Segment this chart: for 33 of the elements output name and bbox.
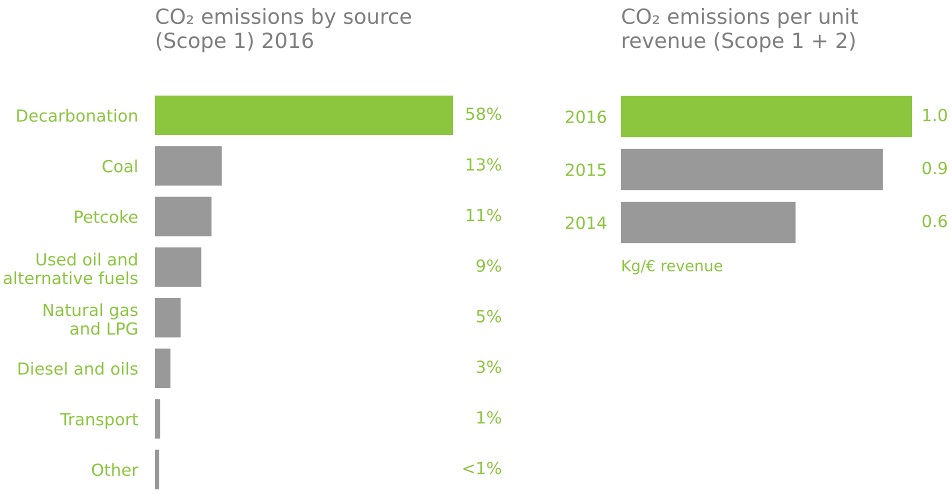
y-tick-label: Transport (60, 413, 138, 429)
chart-title: CO₂ emissions per unit revenue (Scope 1 + 2) (622, 8, 858, 52)
data-label: 1% (477, 411, 502, 424)
data-label: 11% (466, 208, 502, 222)
text: Kg/€ revenue (622, 260, 722, 274)
data-label: 0.6 (922, 214, 947, 228)
bar (155, 348, 170, 388)
y-tick-label: Petcoke (75, 210, 138, 224)
data-label: 5% (476, 310, 502, 323)
data-label: 3% (476, 360, 502, 374)
chart-title: CO₂ emissions by source (Scope 1) 2016 (156, 8, 411, 52)
y-tick-label: Diesel and oils (18, 362, 138, 375)
y-tick-label: Decarbonation (17, 108, 137, 122)
y-tick-label: 2014 (566, 216, 606, 230)
y-tick-label: Used oil and alternative fuels (4, 252, 138, 284)
data-label: 58% (466, 108, 502, 120)
y-tick-label: Natural gas and LPG (44, 303, 138, 335)
y-tick-label: Other (92, 463, 138, 476)
bar (155, 146, 222, 186)
bar (155, 298, 181, 338)
data-label: 13% (466, 158, 502, 171)
y-tick-label: Coal (102, 160, 137, 172)
bar (155, 450, 160, 490)
data-label: <1% (463, 462, 502, 474)
y-tick-label: 2015 (566, 163, 606, 176)
bar (155, 399, 160, 439)
bar (155, 247, 202, 287)
bar (155, 196, 212, 236)
y-tick-label: 2016 (566, 110, 606, 124)
data-label: 9% (476, 259, 502, 272)
data-label: 1.0 (923, 108, 947, 122)
data-label: 0.9 (922, 162, 947, 174)
bar (155, 96, 453, 136)
